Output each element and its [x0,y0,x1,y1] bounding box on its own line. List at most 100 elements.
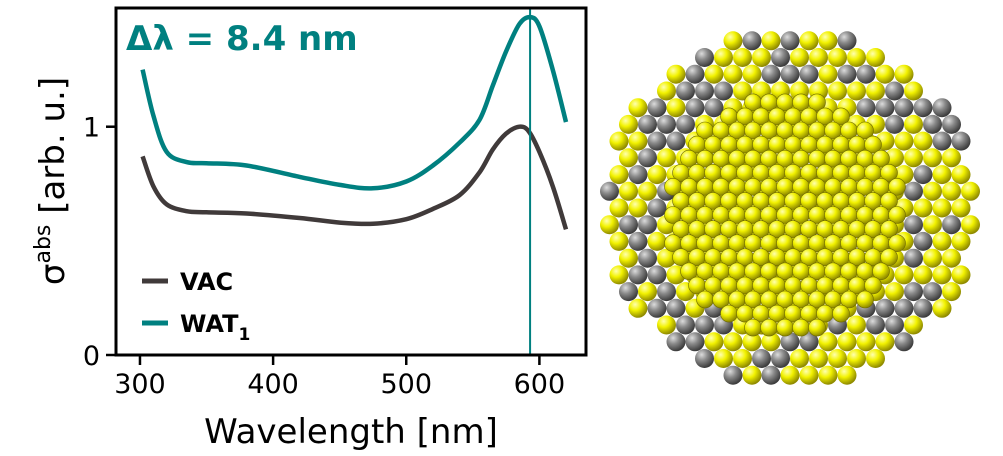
atom [904,148,923,168]
atom [657,315,676,335]
atom [847,349,866,368]
atom [932,231,952,251]
atom [666,131,686,151]
atom [628,298,648,318]
atom [609,231,629,251]
atom [875,64,895,84]
atom [609,131,629,151]
atom [904,248,923,268]
atom [647,131,667,151]
atom [923,282,942,302]
atom [818,365,838,385]
core-atom [760,318,778,337]
atom [904,282,923,302]
atom [875,98,895,118]
atom [951,265,971,285]
atom [685,64,705,84]
atom [799,332,819,352]
atom [600,215,619,235]
atom [885,81,904,101]
core-atom [880,248,898,267]
atom [828,81,847,101]
atom [885,315,904,335]
atom [904,81,923,101]
atom [837,31,857,51]
atom [771,48,790,67]
atom [818,332,838,352]
atom [780,64,800,84]
y-tick-label-1: 1 [83,113,100,144]
core-atom [832,304,850,323]
atom [932,265,952,285]
axis-ticks: 300 400 500 600 0 1 [83,113,565,400]
delta-lambda-annotation: Δλ = 8.4 nm [126,19,358,59]
atom [894,131,914,151]
core-atom [856,290,874,309]
atom [695,349,714,368]
atom [628,231,648,251]
atom [761,31,781,51]
core-atom [880,164,898,182]
legend-label-wat-base: WAT [180,310,239,338]
atom [942,114,961,134]
series-line-vac [140,124,569,231]
atom [904,215,923,235]
legend-label-wat: WAT1 [180,310,250,345]
atom [885,114,904,134]
legend-label-vac: VAC [180,268,233,296]
core-atom [808,318,826,337]
atom [780,365,800,385]
atom [913,198,933,218]
atom [628,265,648,285]
atom [628,131,648,151]
atom [923,114,942,134]
atom [666,298,686,318]
atom [676,114,695,134]
atom [619,114,638,134]
core-atom [880,192,898,210]
atom [866,349,885,368]
core-atom [888,234,906,252]
atom [780,31,800,51]
atom [704,332,724,352]
y-axis-title-base: σ [33,264,73,286]
atom [609,165,629,185]
atom [894,265,914,285]
atom [913,265,933,285]
core-atom [744,318,762,337]
atom [771,349,790,368]
atom [951,131,971,151]
atom [647,231,667,251]
core-atom [864,276,882,295]
atom [913,131,933,151]
atom [657,148,676,168]
atom [913,98,933,118]
atom [818,31,838,51]
atom [714,349,733,368]
atom [866,48,885,67]
atom [923,215,942,235]
atom [733,349,752,368]
atom [752,48,771,67]
y-axis-title: σabs [arb. u.] [31,77,73,285]
atom [809,48,828,67]
atom [923,148,942,168]
atom [875,298,895,318]
atom [638,148,657,168]
x-tick-label-300: 300 [114,369,166,400]
atom [866,81,885,101]
atom [600,181,619,201]
atom [695,48,714,67]
atom [913,298,933,318]
atom [723,31,743,51]
atom [961,215,980,235]
y-axis-title-sup: abs [31,225,56,264]
atom [609,198,629,218]
atom [932,198,952,218]
atom [923,248,942,268]
atom [761,64,781,84]
atom [647,98,667,118]
x-tick-label-400: 400 [247,369,299,400]
atom [790,349,809,368]
